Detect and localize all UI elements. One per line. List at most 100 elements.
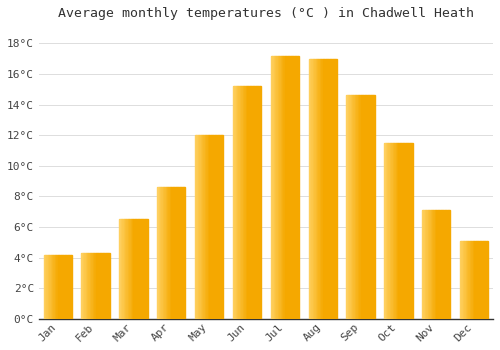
- Bar: [44, 254, 72, 319]
- Bar: [470, 241, 472, 319]
- Bar: [276, 56, 278, 319]
- Bar: [324, 59, 326, 319]
- Bar: [49, 254, 50, 319]
- Bar: [286, 56, 288, 319]
- Bar: [210, 135, 212, 319]
- Bar: [467, 241, 468, 319]
- Bar: [481, 241, 482, 319]
- Bar: [119, 219, 148, 319]
- Bar: [448, 210, 449, 319]
- Bar: [70, 254, 72, 319]
- Bar: [322, 59, 324, 319]
- Bar: [260, 86, 261, 319]
- Bar: [96, 253, 97, 319]
- Bar: [163, 187, 164, 319]
- Bar: [158, 187, 160, 319]
- Bar: [200, 135, 202, 319]
- Bar: [308, 59, 337, 319]
- Bar: [404, 143, 406, 319]
- Bar: [313, 59, 314, 319]
- Bar: [355, 96, 356, 319]
- Bar: [430, 210, 432, 319]
- Bar: [388, 143, 390, 319]
- Bar: [394, 143, 396, 319]
- Bar: [135, 219, 136, 319]
- Bar: [422, 210, 424, 319]
- Bar: [215, 135, 216, 319]
- Bar: [326, 59, 327, 319]
- Bar: [396, 143, 397, 319]
- Bar: [56, 254, 58, 319]
- Bar: [209, 135, 210, 319]
- Bar: [88, 253, 90, 319]
- Bar: [424, 210, 425, 319]
- Bar: [214, 135, 215, 319]
- Bar: [54, 254, 55, 319]
- Bar: [160, 187, 162, 319]
- Bar: [358, 96, 359, 319]
- Bar: [104, 253, 106, 319]
- Bar: [244, 86, 246, 319]
- Bar: [464, 241, 466, 319]
- Bar: [308, 59, 310, 319]
- Bar: [402, 143, 404, 319]
- Bar: [196, 135, 198, 319]
- Bar: [462, 241, 463, 319]
- Bar: [369, 96, 370, 319]
- Bar: [486, 241, 487, 319]
- Bar: [428, 210, 429, 319]
- Bar: [218, 135, 219, 319]
- Bar: [374, 96, 375, 319]
- Bar: [124, 219, 125, 319]
- Bar: [208, 135, 209, 319]
- Bar: [108, 253, 110, 319]
- Bar: [280, 56, 282, 319]
- Bar: [195, 135, 196, 319]
- Bar: [320, 59, 322, 319]
- Bar: [82, 253, 110, 319]
- Bar: [90, 253, 92, 319]
- Bar: [290, 56, 292, 319]
- Bar: [352, 96, 354, 319]
- Bar: [370, 96, 372, 319]
- Bar: [157, 187, 186, 319]
- Bar: [350, 96, 352, 319]
- Bar: [242, 86, 244, 319]
- Bar: [126, 219, 128, 319]
- Bar: [107, 253, 108, 319]
- Bar: [314, 59, 316, 319]
- Bar: [330, 59, 331, 319]
- Bar: [449, 210, 450, 319]
- Bar: [204, 135, 205, 319]
- Bar: [284, 56, 285, 319]
- Bar: [460, 241, 488, 319]
- Bar: [256, 86, 257, 319]
- Bar: [346, 96, 348, 319]
- Bar: [332, 59, 334, 319]
- Bar: [222, 135, 224, 319]
- Bar: [202, 135, 203, 319]
- Bar: [84, 253, 86, 319]
- Bar: [346, 96, 375, 319]
- Bar: [82, 253, 83, 319]
- Bar: [52, 254, 54, 319]
- Bar: [144, 219, 145, 319]
- Bar: [282, 56, 284, 319]
- Bar: [328, 59, 330, 319]
- Bar: [92, 253, 94, 319]
- Bar: [356, 96, 358, 319]
- Bar: [274, 56, 275, 319]
- Bar: [240, 86, 242, 319]
- Bar: [254, 86, 256, 319]
- Bar: [435, 210, 436, 319]
- Title: Average monthly temperatures (°C ) in Chadwell Heath: Average monthly temperatures (°C ) in Ch…: [58, 7, 474, 20]
- Bar: [233, 86, 261, 319]
- Bar: [331, 59, 332, 319]
- Bar: [97, 253, 98, 319]
- Bar: [400, 143, 402, 319]
- Bar: [180, 187, 181, 319]
- Bar: [236, 86, 237, 319]
- Bar: [295, 56, 296, 319]
- Bar: [397, 143, 398, 319]
- Bar: [157, 187, 158, 319]
